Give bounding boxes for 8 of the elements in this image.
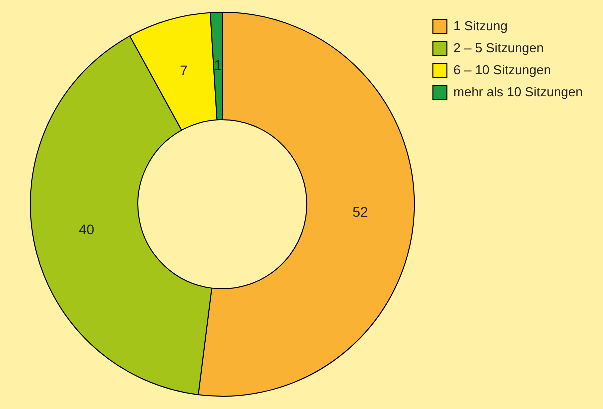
legend-label: mehr als 10 Sitzungen [454,84,584,100]
legend-label: 1 Sitzung [454,18,508,34]
data-label: 52 [352,204,369,220]
legend-label: 6 – 10 Sitzungen [454,62,552,78]
legend-label: 2 – 5 Sitzungen [454,40,544,56]
data-label: 1 [214,57,222,74]
data-label: 7 [180,62,188,79]
data-label: 40 [78,221,95,238]
